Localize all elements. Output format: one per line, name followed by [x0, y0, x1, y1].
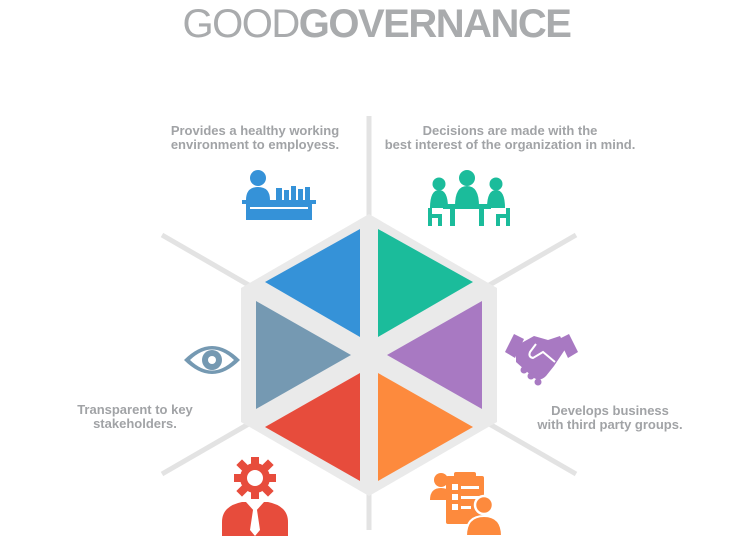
segment-top-left	[265, 229, 360, 337]
title-governance: GOVERNANCE	[298, 2, 572, 46]
caption-line: Transparent to key	[77, 402, 193, 417]
segment-right	[387, 301, 482, 409]
caption-line: Provides a healthy working	[170, 123, 340, 138]
caption-line: stakeholders.	[93, 416, 177, 431]
caption-line: best interest of the organization in min…	[384, 137, 636, 152]
caption-transparent: Transparent to key stakeholders.	[60, 403, 210, 431]
caption-third-party: Develops business with third party group…	[520, 404, 700, 432]
meeting-icon	[428, 170, 510, 226]
segment-bottom-right	[378, 373, 473, 481]
segment-top-right	[378, 229, 473, 337]
checklist-person-icon	[430, 472, 504, 536]
caption-healthy-environment: Provides a healthy working environment t…	[150, 124, 360, 152]
gear-person-icon	[222, 457, 288, 536]
segment-left	[256, 301, 351, 409]
eye-icon	[184, 346, 240, 374]
page-title: GOODGOVERNANCE	[0, 2, 753, 46]
segment-bottom-left	[265, 373, 360, 481]
caption-decisions: Decisions are made with the best interes…	[365, 124, 655, 152]
handshake-icon	[505, 334, 578, 386]
caption-line: Decisions are made with the	[422, 123, 598, 138]
employee-desk-icon	[242, 170, 316, 220]
caption-line: with third party groups.	[537, 417, 683, 432]
caption-line: Develops business	[551, 403, 669, 418]
caption-line: environment to employess.	[170, 137, 340, 152]
title-good: GOOD	[182, 2, 301, 46]
